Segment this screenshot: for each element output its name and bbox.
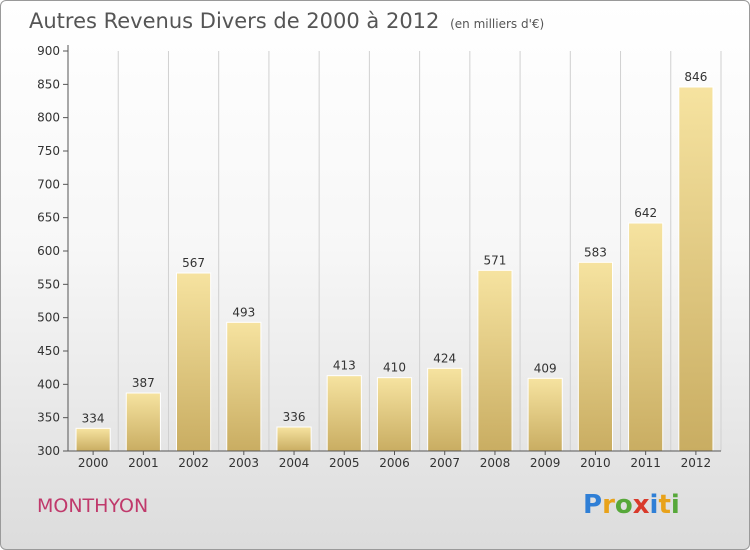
y-tick-label: 350 [37, 411, 60, 425]
proxiti-logo[interactable]: Proxiti [583, 490, 680, 520]
bar [125, 392, 161, 452]
y-tick-label: 700 [37, 177, 60, 191]
data-label: 336 [283, 410, 306, 424]
y-tick-label: 450 [37, 344, 60, 358]
bar [527, 377, 563, 452]
logo-letter: x [632, 490, 650, 520]
data-label: 424 [433, 351, 456, 365]
bar [477, 269, 513, 452]
x-tick-label: 2005 [329, 456, 360, 470]
data-label: 846 [684, 70, 707, 84]
x-tick-label: 2000 [78, 456, 109, 470]
y-tick-label: 750 [37, 144, 60, 158]
data-label: 334 [82, 411, 105, 425]
bar [427, 367, 463, 452]
y-tick-label: 850 [37, 77, 60, 91]
chart-subtitle: (en milliers d'€) [450, 17, 545, 31]
y-tick-label: 500 [37, 311, 60, 325]
bar [226, 321, 262, 452]
logo-letter: r [602, 490, 615, 520]
chart-title-text: Autres Revenus Divers de 2000 à 2012 [29, 9, 440, 33]
logo-letter: o [614, 490, 633, 520]
logo-letter: P [583, 490, 603, 520]
bar [75, 427, 111, 452]
x-tick-label: 2011 [630, 456, 661, 470]
y-tick-label: 800 [37, 111, 60, 125]
x-tick-label: 2010 [580, 456, 611, 470]
data-label: 413 [333, 359, 356, 373]
y-tick-label: 550 [37, 277, 60, 291]
x-tick-label: 2012 [681, 456, 712, 470]
x-tick-label: 2008 [480, 456, 511, 470]
y-tick-label: 900 [37, 44, 60, 58]
y-tick-label: 650 [37, 211, 60, 225]
bar [175, 272, 212, 452]
commune-name: MONTHYON [37, 495, 149, 517]
logo-letter: i [649, 490, 659, 520]
chart-title: Autres Revenus Divers de 2000 à 2012 (en… [29, 9, 544, 33]
data-label: 571 [484, 253, 507, 267]
bar [376, 377, 413, 452]
bar [326, 375, 362, 452]
bars [75, 86, 714, 452]
logo-letter: t [658, 490, 671, 520]
labels: 300 350 400 450 500 550 600 650 700 750 800 850 900 3… [37, 44, 711, 470]
x-tick-label: 2001 [128, 456, 159, 470]
data-label: 409 [534, 361, 557, 375]
data-label: 387 [132, 376, 155, 390]
logo-letter: i [670, 490, 680, 520]
bar [276, 426, 312, 452]
data-label: 583 [584, 245, 607, 259]
data-label: 642 [634, 206, 657, 220]
x-tick-label: 2003 [229, 456, 260, 470]
y-tick-label: 400 [37, 377, 60, 391]
data-label: 410 [383, 361, 406, 375]
bar [628, 222, 664, 452]
bar [577, 261, 614, 452]
x-tick-label: 2004 [279, 456, 310, 470]
data-label: 567 [182, 256, 205, 270]
y-tick-label: 300 [37, 444, 60, 458]
axes [63, 45, 721, 455]
x-tick-label: 2006 [379, 456, 410, 470]
y-tick-label: 600 [37, 244, 60, 258]
x-tick-label: 2002 [178, 456, 209, 470]
data-label: 493 [232, 305, 255, 319]
x-tick-label: 2009 [530, 456, 561, 470]
x-tick-label: 2007 [429, 456, 460, 470]
bar [678, 86, 714, 452]
